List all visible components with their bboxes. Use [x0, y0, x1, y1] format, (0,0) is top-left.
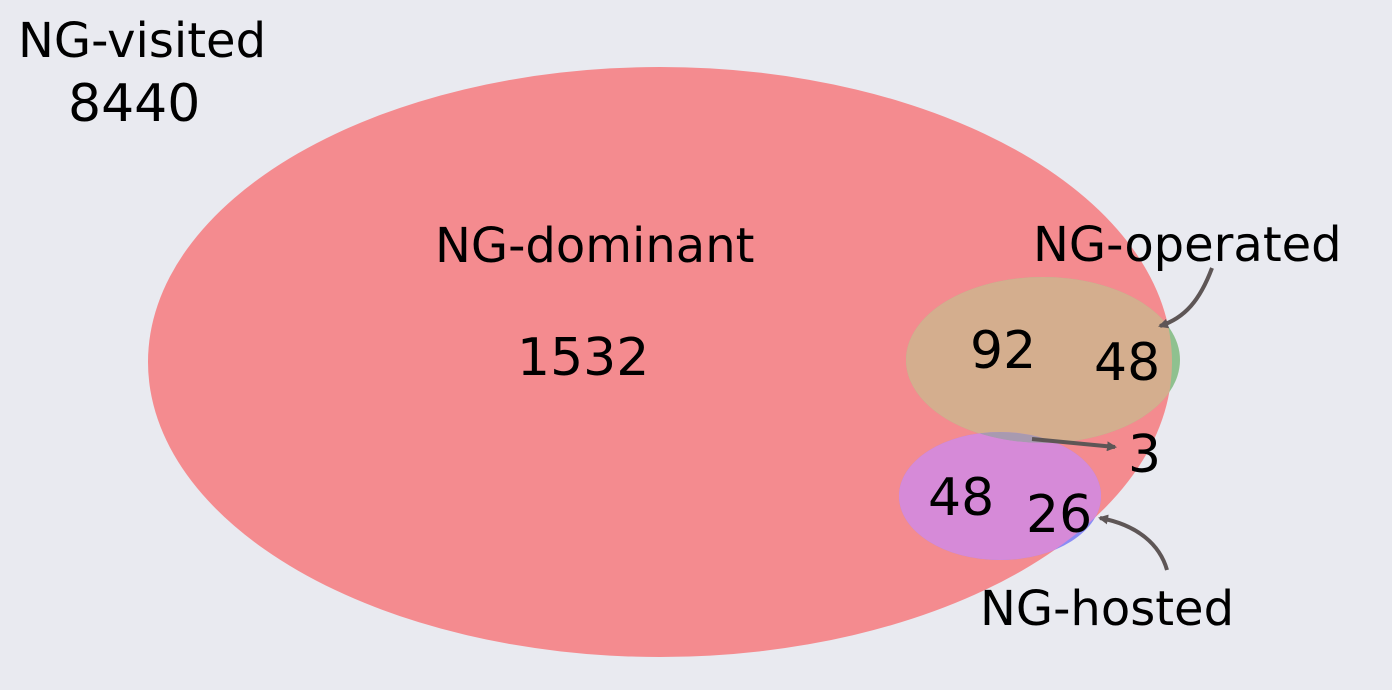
universe-count: 8440 — [68, 74, 200, 134]
operated-only-count: 48 — [1094, 333, 1160, 393]
dominant-operated-count: 92 — [970, 321, 1036, 381]
ng-hosted-pointer-arrow — [1098, 514, 1169, 571]
triple-overlap-count: 3 — [1128, 425, 1161, 485]
dominant-operated-overlap — [906, 277, 1172, 443]
hosted-only-count: 26 — [1026, 485, 1092, 545]
universe-label: NG-visited — [18, 13, 266, 69]
ng-dominant-label: NG-dominant — [435, 218, 754, 274]
dominant-hosted-count: 48 — [928, 468, 994, 528]
ng-operated-label: NG-operated — [1033, 217, 1342, 273]
ng-operated-pointer-arrow — [1158, 267, 1214, 329]
triple-overlap-pointer-arrow — [1031, 437, 1117, 452]
dominant-only-count: 1532 — [517, 328, 649, 388]
dominant-hosted-overlap — [899, 432, 1101, 560]
ng-hosted-label: NG-hosted — [980, 581, 1234, 637]
